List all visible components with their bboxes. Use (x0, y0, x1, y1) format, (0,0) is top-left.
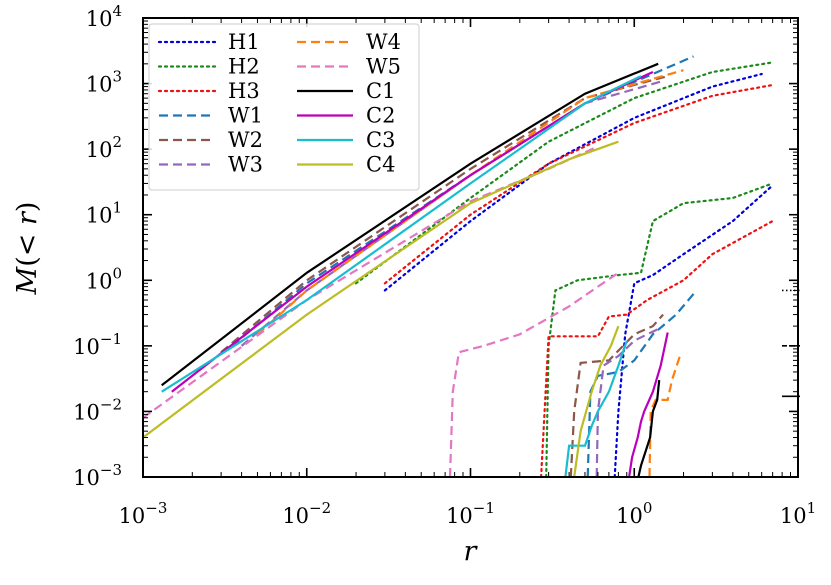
series-c2-low (628, 332, 669, 477)
legend-label-w3: W3 (228, 153, 263, 177)
legend-label-w2: W2 (228, 128, 263, 152)
x-tick-label: 10−2 (282, 499, 331, 528)
series-w2 (220, 75, 668, 354)
y-tick-base: 10 (86, 269, 113, 293)
x-tick-exponent: 1 (807, 499, 817, 517)
series-c1-low (637, 379, 661, 477)
series-w1-low (586, 289, 698, 477)
series-c4 (143, 140, 619, 439)
legend-label-w5: W5 (366, 55, 401, 79)
y-tick-exponent: 1 (112, 199, 122, 217)
x-tick-base: 10 (446, 504, 473, 528)
x-tick-base: 10 (282, 504, 309, 528)
series-c3 (161, 75, 642, 393)
y-label-close: ) (12, 202, 43, 213)
y-tick-label: 10−3 (73, 461, 122, 490)
series-c4-low (573, 325, 620, 477)
x-tick-base: 10 (616, 504, 643, 528)
legend-box (148, 23, 420, 191)
legend-label-w4: W4 (366, 30, 401, 54)
y-tick-base: 10 (86, 73, 113, 97)
series-h2-low (545, 182, 774, 477)
y-label-lt: (< (12, 225, 43, 267)
legend-label-c4: C4 (366, 153, 395, 177)
legend-label-c3: C3 (366, 128, 395, 152)
series-h1 (383, 72, 763, 292)
legend-label-h3: H3 (228, 79, 260, 103)
y-tick-base: 10 (73, 466, 100, 490)
series-layer (143, 55, 774, 477)
series-w2-low (569, 313, 664, 477)
x-tick-label: 100 (616, 499, 652, 528)
y-tick-label: 103 (86, 68, 122, 97)
y-tick-label: 102 (86, 133, 122, 162)
series-h3-low (540, 220, 774, 477)
x-tick-label: 10−1 (446, 499, 495, 528)
series-c3-low (564, 340, 628, 477)
y-tick-base: 10 (86, 204, 113, 228)
x-tick-exponent: −1 (473, 499, 495, 517)
y-tick-exponent: 3 (112, 68, 122, 86)
legend-label-h1: H1 (228, 30, 260, 54)
x-tick-label: 101 (780, 499, 816, 528)
y-tick-exponent: −1 (100, 330, 122, 348)
legend-label-w1: W1 (228, 104, 263, 128)
x-tick-base: 10 (780, 504, 807, 528)
series-c1 (161, 62, 659, 387)
series-w4-low (648, 355, 681, 477)
series-h3 (383, 83, 774, 285)
legend-label-c2: C2 (366, 104, 395, 128)
x-tick-exponent: −3 (145, 499, 167, 517)
y-tick-label: 104 (86, 2, 122, 31)
y-tick-exponent: 0 (112, 264, 122, 282)
y-tick-exponent: −3 (100, 461, 122, 479)
y-tick-label: 10−1 (73, 330, 122, 359)
series-w5-low (448, 271, 620, 477)
y-tick-base: 10 (73, 400, 100, 424)
x-axis-label: r (464, 536, 479, 567)
y-tick-base: 10 (73, 335, 100, 359)
legend-label-c1: C1 (366, 79, 395, 103)
y-tick-exponent: 2 (112, 133, 122, 151)
axis-ticks: 10−3 10−2 10−1 100 10110−310−210−11001011021… (73, 2, 816, 528)
y-tick-exponent: −2 (100, 395, 122, 413)
x-tick-label: 10−3 (119, 499, 168, 528)
x-tick-exponent: 0 (643, 499, 653, 517)
y-label-r: r (12, 210, 43, 225)
y-tick-label: 100 (86, 264, 122, 293)
series-w3-low (595, 328, 659, 477)
x-tick-base: 10 (119, 504, 146, 528)
y-label-m: M (12, 265, 43, 295)
y-tick-label: 10−2 (73, 395, 122, 424)
legend-label-h2: H2 (228, 55, 260, 79)
y-tick-base: 10 (86, 138, 113, 162)
y-tick-label: 101 (86, 199, 122, 228)
y-tick-exponent: 4 (112, 2, 122, 20)
y-axis-label: M(< r) (12, 202, 43, 296)
y-tick-base: 10 (86, 7, 113, 31)
series-h1-low (613, 184, 774, 477)
x-tick-exponent: −2 (309, 499, 331, 517)
